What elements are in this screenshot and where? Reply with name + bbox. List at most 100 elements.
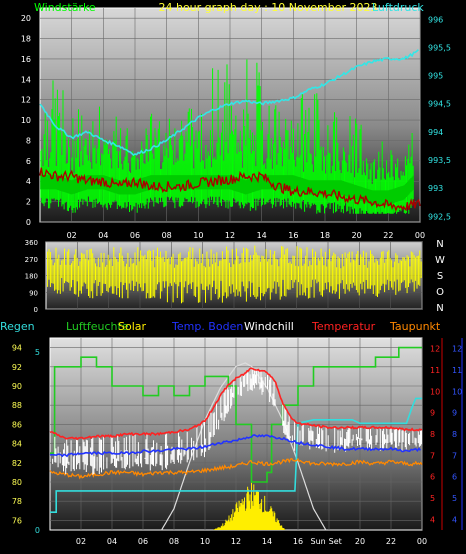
y-soil-tick-label: 4 bbox=[452, 515, 457, 524]
y-soil-tick-label: 8 bbox=[452, 430, 457, 439]
legend-temperatur: Temperatur bbox=[311, 320, 376, 333]
x-tick-label-3: 16 bbox=[293, 537, 303, 546]
x-tick-label-1: 02 bbox=[67, 231, 77, 240]
y-right-tick-label-1: 995 bbox=[428, 72, 443, 81]
y-right-tick-label-1: 993,5 bbox=[428, 156, 451, 165]
wind-direction-marks bbox=[47, 245, 422, 304]
direction-label: S bbox=[437, 271, 443, 282]
y-right-tick-label-1: 996 bbox=[428, 15, 443, 24]
y-left-tick-label-1: 12 bbox=[21, 96, 31, 105]
legend-windstaerke: Windstärke bbox=[34, 1, 96, 14]
y-temp-tick-label: 11 bbox=[430, 366, 440, 375]
sun-label: Sun bbox=[311, 537, 326, 546]
x-tick-label-3: 00 bbox=[417, 537, 427, 546]
x-tick-label-1: 10 bbox=[193, 231, 203, 240]
x-tick-label-1: 12 bbox=[225, 231, 235, 240]
direction-label: N bbox=[436, 239, 443, 250]
y-axis-soil: 4 5 6 7 8 9 10 11 12 bbox=[452, 338, 463, 530]
y-soil-tick-label: 7 bbox=[452, 451, 457, 460]
y-left-tick-label-1: 10 bbox=[21, 116, 31, 125]
y-soil-tick-label: 5 bbox=[452, 494, 457, 503]
temperature-line bbox=[49, 367, 423, 441]
y-tick-label-2: 270 bbox=[25, 256, 38, 264]
y-left-tick-label-1: 16 bbox=[21, 55, 31, 64]
y-rain-tick-label: 5 bbox=[35, 348, 40, 357]
solar-spikes bbox=[213, 482, 286, 530]
x-tick-label-3: 22 bbox=[386, 537, 396, 546]
sun-arc bbox=[161, 362, 327, 531]
y-tick-label-2: 360 bbox=[25, 239, 38, 247]
pressure-line bbox=[39, 49, 419, 157]
legend-regen: Regen bbox=[0, 320, 35, 333]
legend-luftdruck: Luftdruck bbox=[372, 1, 424, 14]
humidity-line bbox=[50, 346, 422, 483]
y-left-tick-label-1: 4 bbox=[26, 177, 31, 186]
y-right-tick-label-1: 994 bbox=[428, 128, 443, 137]
x-tick-label-1: 18 bbox=[320, 231, 330, 240]
x-tick-label-3: 08 bbox=[169, 537, 179, 546]
direction-label: O bbox=[436, 287, 444, 298]
y-right-tick-label-1: 993 bbox=[428, 184, 443, 193]
y-humidity-tick-label: 90 bbox=[12, 382, 22, 391]
x-tick-label-1: 06 bbox=[130, 231, 140, 240]
x-tick-label-3: 02 bbox=[76, 537, 86, 546]
y-rain-tick-label: 0 bbox=[35, 526, 40, 535]
plot-marks-3 bbox=[49, 346, 423, 531]
dewpoint-line bbox=[49, 457, 423, 480]
rain-line bbox=[50, 397, 422, 514]
chart-title: 24 hour graph day : 10 November 2023 bbox=[158, 1, 377, 14]
x-tick-label-1: 08 bbox=[162, 231, 172, 240]
x-tick-label-3: 10 bbox=[200, 537, 210, 546]
y-tick-label-2: 0 bbox=[34, 306, 38, 314]
soil-temp-line bbox=[49, 434, 422, 458]
y-left-tick-label-1: 18 bbox=[21, 35, 31, 44]
x-tick-label-1: 20 bbox=[352, 231, 362, 240]
y-temp-tick-label: 12 bbox=[430, 345, 440, 354]
y-left-tick-label-1: 14 bbox=[21, 75, 31, 84]
temperature-trace-1 bbox=[39, 167, 421, 213]
y-temp-tick-label: 5 bbox=[430, 494, 435, 503]
x-tick-label-1: 22 bbox=[383, 231, 393, 240]
y-axis-left-1: 0 2 4 6 8 10 12 14 16 18 20 bbox=[21, 14, 31, 227]
grid-1 bbox=[40, 8, 421, 223]
y-left-tick-label-1: 0 bbox=[26, 218, 31, 227]
x-tick-label-1: 16 bbox=[288, 231, 298, 240]
legend-windchill: Windchill bbox=[244, 320, 294, 333]
y-axis-temperature: 4 5 6 7 8 9 10 11 12 bbox=[430, 338, 443, 530]
y-axis-right-1: 992,5 993 993,5 994 994,5 995 995,5 996 bbox=[428, 15, 451, 221]
y-tick-label-2: 90 bbox=[29, 289, 38, 297]
y-humidity-tick-label: 76 bbox=[12, 516, 22, 525]
y-soil-tick-label: 9 bbox=[452, 409, 457, 418]
x-tick-label-1: 04 bbox=[98, 231, 108, 240]
y-left-tick-label-1: 8 bbox=[26, 136, 31, 145]
direction-label: W bbox=[435, 255, 445, 266]
legend-taupunkt: Taupunkt bbox=[389, 320, 441, 333]
y-humidity-tick-label: 82 bbox=[12, 459, 22, 468]
x-tick-label-1: 00 bbox=[415, 231, 425, 240]
y-temp-tick-label: 4 bbox=[430, 515, 435, 524]
plot-marks-1 bbox=[39, 49, 421, 214]
x-tick-label-3: 14 bbox=[262, 537, 272, 546]
x-tick-label-3: 20 bbox=[355, 537, 365, 546]
direction-label: N bbox=[436, 303, 443, 314]
x-tick-label-3: 12 bbox=[231, 537, 241, 546]
y-humidity-tick-label: 80 bbox=[12, 478, 22, 487]
y-humidity-tick-label: 92 bbox=[12, 363, 22, 372]
y-temp-tick-label: 8 bbox=[430, 430, 435, 439]
y-tick-label-2: 180 bbox=[25, 273, 38, 281]
y-humidity-tick-label: 86 bbox=[12, 420, 22, 429]
x-tick-label-3: 06 bbox=[138, 537, 148, 546]
y-temp-tick-label: 7 bbox=[430, 451, 435, 460]
windchill-marks bbox=[52, 368, 422, 475]
y-humidity-tick-label: 78 bbox=[12, 497, 22, 506]
y-humidity-tick-label: 88 bbox=[12, 401, 22, 410]
legend-temp-boden: Temp. Boden bbox=[171, 320, 243, 333]
y-soil-tick-label: 6 bbox=[452, 473, 457, 482]
y-right-tick-label-1: 995,5 bbox=[428, 43, 451, 52]
y-axis-humidity: 76 78 80 82 84 86 88 90 92 94 bbox=[12, 344, 22, 526]
y-right-tick-label-1: 992,5 bbox=[428, 212, 451, 221]
